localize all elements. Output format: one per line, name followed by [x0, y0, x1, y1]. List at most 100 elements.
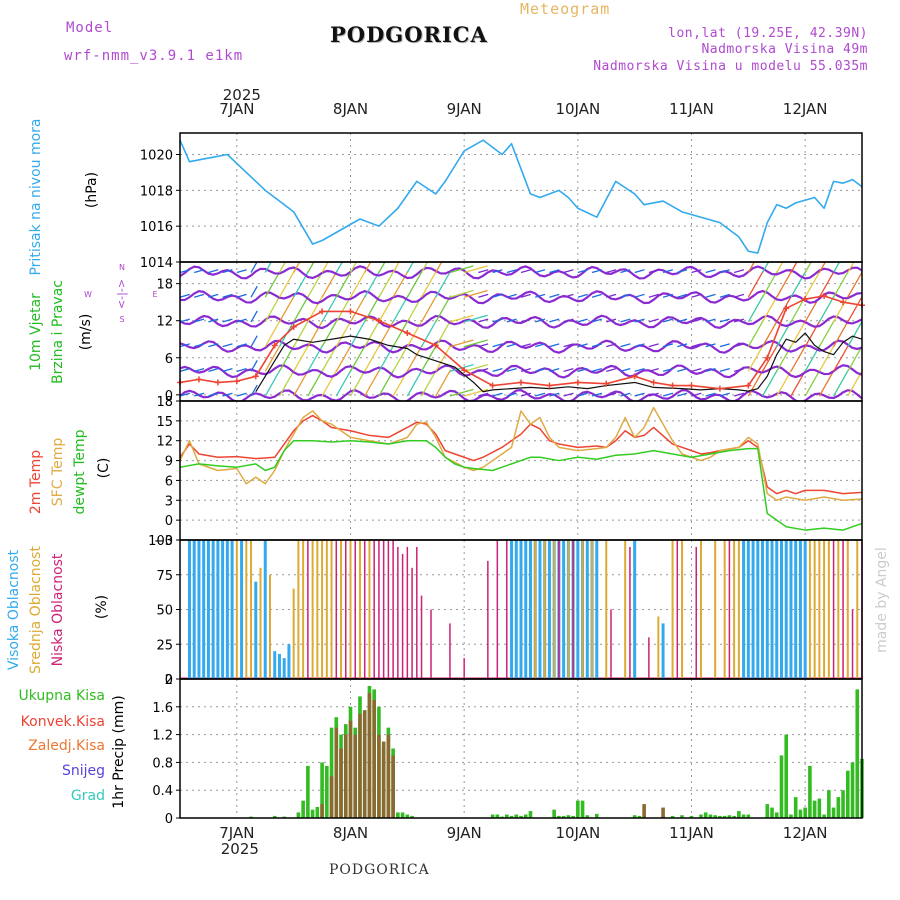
wind-vector	[705, 318, 716, 323]
wind-vector	[449, 388, 474, 397]
wind-vector	[264, 270, 281, 298]
precip-bar-0	[561, 815, 566, 818]
cloud-bar-0	[225, 540, 229, 679]
cloud-bar-1	[837, 540, 840, 679]
wind-ylabel: 10m Vjetar	[28, 293, 44, 371]
wind-vector	[833, 319, 850, 347]
wind-vector	[492, 343, 503, 348]
cloud-bar-0	[770, 540, 774, 679]
precip-bar-0	[632, 815, 637, 818]
wind-vector	[478, 269, 489, 274]
page-title: PODGORICA	[330, 22, 488, 47]
precip-bar-0	[557, 815, 561, 818]
cloud-bar-1	[259, 567, 262, 679]
precip-bar-0	[571, 815, 575, 818]
wind-vector	[180, 392, 190, 397]
cloud-bar-0	[789, 540, 793, 679]
wind-vector	[335, 262, 343, 273]
wind-vector	[208, 392, 219, 397]
cloud-bar-2	[728, 540, 731, 679]
wind-vector	[648, 293, 659, 298]
data-layer	[177, 139, 865, 818]
wind-vector	[606, 269, 617, 274]
precip-bar-0	[325, 765, 329, 818]
wind-vector	[307, 369, 324, 397]
precip-bar-1	[391, 755, 395, 818]
precip-bar-0	[405, 814, 410, 818]
cloud-bar-1	[268, 574, 271, 679]
cloud-bar-0	[779, 540, 783, 679]
precip-legend-item: Konvek.Kisa	[21, 714, 105, 730]
bottom-date-label: 11JAN	[669, 824, 714, 842]
wind-vector	[392, 295, 409, 323]
cloud-bar-1	[818, 540, 821, 679]
wind-vector	[776, 344, 793, 372]
cloud-bar-2	[851, 609, 854, 679]
cloud-bar-1	[245, 540, 248, 679]
wind-vector	[293, 344, 310, 372]
wind-vector	[194, 343, 205, 348]
precip-bar-0	[509, 815, 514, 818]
precip-bar-0	[329, 727, 334, 818]
wind-vector	[634, 343, 645, 348]
y-tick-label: 0	[165, 673, 173, 688]
top-date-label: 8JAN	[333, 100, 368, 118]
precip-bar-1	[334, 727, 339, 818]
precip-bar-0	[737, 811, 741, 818]
wind-vector	[492, 318, 503, 323]
precip-bar-0	[812, 800, 817, 818]
model-label: Model	[66, 20, 114, 36]
cloud-bar-1	[358, 540, 361, 679]
meteogram-label: Meteogram	[520, 0, 611, 18]
grid-layer	[180, 133, 862, 819]
cloud-bar-1	[581, 540, 584, 679]
wind-vector	[747, 344, 764, 372]
y-tick-label: 1.2	[152, 729, 173, 744]
wind-vector	[264, 295, 281, 323]
y-tick-label: 0	[165, 514, 173, 529]
wind-vector	[563, 392, 574, 397]
cloud-ylabel: Visoka Oblacnost	[6, 549, 22, 670]
cloud-bar-0	[206, 540, 210, 679]
precip-bar-1	[343, 734, 348, 818]
wind-vector	[847, 262, 855, 273]
wind-vector	[335, 319, 352, 347]
precip-bar-0	[310, 809, 315, 818]
precip-legend-item: Grad	[71, 788, 105, 804]
bottom-date-label: 10JAN	[555, 824, 600, 842]
cloud-bar-0	[202, 540, 206, 679]
wind-vector	[747, 270, 764, 298]
wind-vector	[634, 367, 645, 372]
cloud-bar-2	[363, 540, 366, 679]
wind-vector	[236, 392, 247, 397]
wind-vector	[818, 295, 835, 323]
cloud-bar-1	[235, 540, 238, 679]
cloud-bar-2	[558, 540, 560, 679]
wind-vector	[180, 293, 190, 298]
precip-bar-0	[779, 755, 784, 818]
cloud-bar-2	[832, 540, 835, 679]
cloud-bar-2	[430, 609, 432, 679]
bottom-date-label: 7JAN	[219, 824, 254, 842]
top-date-label: 11JAN	[669, 100, 714, 118]
wind-vector	[293, 295, 310, 323]
wind-vector	[705, 367, 716, 372]
cloud-bar-2	[648, 637, 650, 679]
lonlat-label: lon,lat (19.25E, 42.39N)	[668, 26, 868, 41]
cloud-bar-1	[808, 540, 811, 679]
precip-bar-0	[315, 806, 320, 818]
text-layer: 1014101610181020061218−30369121518025507…	[6, 86, 890, 858]
precip-bar-0	[732, 815, 736, 818]
wind-vector	[719, 318, 730, 323]
cloud-bar-0	[187, 540, 191, 679]
cloud-bar-1	[321, 540, 324, 679]
wind-vector	[478, 392, 489, 397]
cloud-bar-0	[211, 540, 215, 679]
wind-vector	[492, 392, 503, 397]
temp-ylabel2: SFC Temp	[50, 438, 66, 507]
wind-vector	[677, 367, 688, 372]
wind-vector	[761, 262, 770, 273]
precip-bar-0	[831, 807, 836, 818]
precip-bar-0	[741, 814, 746, 818]
cloud-bar-0	[287, 644, 291, 679]
